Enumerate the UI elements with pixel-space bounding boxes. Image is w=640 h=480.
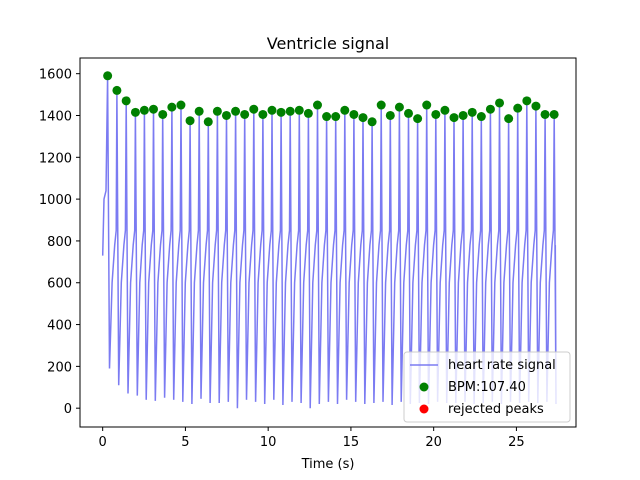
x-tick-label: 10 (260, 435, 277, 450)
peak-point (358, 113, 368, 123)
peak-point (385, 110, 395, 120)
legend: heart rate signal BPM:107.40 rejected pe… (403, 351, 571, 423)
peak-point (495, 98, 505, 108)
x-tick-label: 5 (181, 435, 189, 450)
y-tick-label: 400 (47, 319, 72, 334)
y-axis: 0 200 400 600 800 1000 1200 1400 1600 (39, 68, 80, 417)
peak-point (531, 101, 541, 111)
peak-point (458, 110, 468, 120)
y-tick-label: 1200 (39, 151, 72, 166)
peak-point (549, 109, 559, 119)
x-axis: 0 5 10 15 20 25 (99, 427, 525, 450)
legend-rejected-swatch (419, 404, 429, 414)
peak-point (394, 102, 404, 112)
peak-point (476, 112, 486, 122)
peak-point (203, 117, 213, 127)
peak-point (139, 105, 149, 115)
y-tick-label: 1600 (39, 68, 72, 83)
peak-point (349, 109, 359, 119)
axes-frame (79, 57, 577, 428)
peak-point (367, 117, 377, 127)
peak-point (212, 106, 222, 116)
peak-point (148, 104, 158, 114)
peak-point (485, 104, 495, 114)
x-axis-label: Time (s) (301, 457, 355, 472)
peaks-layer (103, 71, 559, 127)
y-tick-label: 600 (47, 277, 72, 292)
peak-point (267, 105, 277, 115)
legend-entry-signal: heart rate signal (448, 358, 556, 373)
heart-rate-signal-line (101, 75, 557, 409)
peak-point (130, 107, 140, 117)
peak-point (103, 71, 113, 81)
y-tick-label: 1400 (39, 109, 72, 124)
x-tick-label: 25 (508, 435, 525, 450)
peak-point (404, 108, 414, 118)
peak-point (249, 104, 259, 114)
peak-point (431, 109, 441, 119)
y-tick-label: 0 (64, 402, 72, 417)
peak-point (240, 109, 250, 119)
peak-point (176, 100, 186, 110)
legend-box (403, 351, 571, 423)
legend-entry-rejected: rejected peaks (448, 402, 544, 417)
peak-point (194, 106, 204, 116)
x-tick-label: 15 (343, 435, 360, 450)
plot-area (101, 71, 559, 409)
peak-point (285, 106, 295, 116)
x-tick-label: 0 (99, 435, 107, 450)
peak-point (221, 110, 231, 120)
peak-point (231, 106, 241, 116)
peak-point (422, 100, 432, 110)
peak-point (376, 100, 386, 110)
peak-point (167, 102, 177, 112)
peak-point (513, 103, 523, 113)
peak-point (331, 112, 341, 122)
peak-point (413, 114, 423, 124)
peak-point (258, 109, 268, 119)
peak-point (522, 96, 532, 106)
peak-point (276, 107, 286, 117)
legend-entry-bpm: BPM:107.40 (448, 380, 526, 395)
peak-point (467, 107, 477, 117)
legend-peak-swatch (419, 382, 429, 392)
peak-point (112, 85, 122, 95)
peak-point (158, 109, 168, 119)
peak-point (294, 105, 304, 115)
y-tick-label: 200 (47, 360, 72, 375)
peak-point (340, 105, 350, 115)
peak-point (540, 109, 550, 119)
peak-point (449, 113, 459, 123)
y-tick-label: 800 (47, 235, 72, 250)
peak-point (322, 112, 332, 122)
peak-point (303, 108, 313, 118)
peak-point (185, 116, 195, 126)
x-tick-label: 20 (425, 435, 442, 450)
chart-title: Ventricle signal (267, 34, 389, 53)
peak-point (312, 100, 322, 110)
peak-point (121, 96, 131, 106)
y-tick-label: 1000 (39, 193, 72, 208)
peak-point (440, 105, 450, 115)
peak-point (504, 114, 514, 124)
